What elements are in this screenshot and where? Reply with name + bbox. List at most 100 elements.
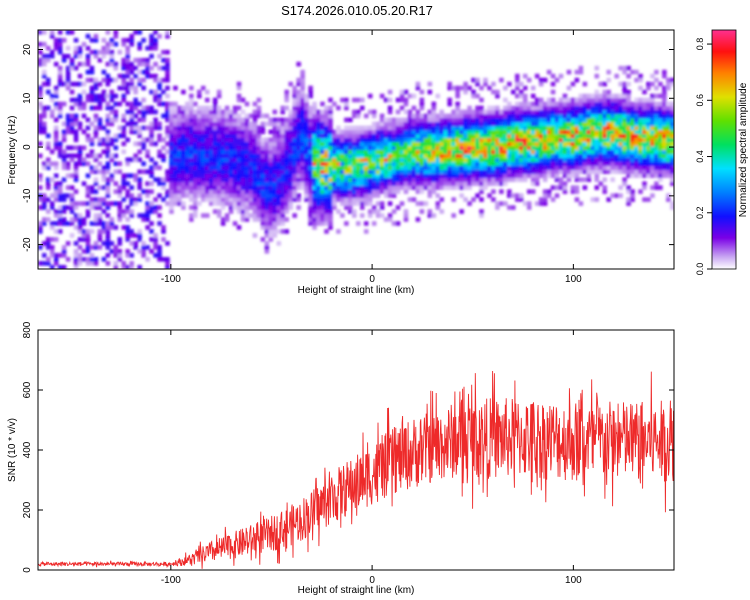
spectrogram-cell bbox=[586, 169, 592, 174]
spectrogram-cell bbox=[284, 153, 290, 159]
spectrogram-cell bbox=[260, 237, 266, 242]
spectrogram-cell bbox=[654, 157, 659, 163]
spectrogram-cell bbox=[618, 93, 623, 99]
spectrogram-cell bbox=[133, 121, 138, 127]
spectrogram-cell bbox=[578, 137, 584, 143]
spectrogram-cell bbox=[658, 133, 663, 139]
spectrogram-cell bbox=[340, 141, 345, 147]
spectrogram-cell bbox=[538, 173, 544, 178]
spectrogram-cell bbox=[252, 185, 258, 190]
spectrogram-cell bbox=[272, 193, 278, 198]
spectrogram-cell bbox=[507, 101, 512, 107]
spectrogram-cell bbox=[49, 113, 55, 119]
spectrogram-cell bbox=[530, 125, 536, 131]
spectrogram-cell bbox=[423, 117, 429, 123]
spectrogram-cell bbox=[157, 245, 162, 250]
spectrogram-cell bbox=[69, 117, 75, 123]
spectrogram-cell bbox=[348, 197, 353, 202]
spectrogram-cell bbox=[610, 137, 615, 143]
spectrogram-cell bbox=[268, 217, 274, 222]
spectrogram-cell bbox=[662, 173, 667, 178]
spectrogram-cell bbox=[121, 197, 127, 202]
spectrogram-x-tick-label: 0 bbox=[369, 274, 375, 285]
spectrogram-cell bbox=[352, 153, 357, 159]
spectrogram-cell bbox=[574, 69, 580, 75]
spectrogram-cell bbox=[391, 173, 397, 178]
spectrogram-cell bbox=[463, 185, 468, 190]
spectrogram-cell bbox=[65, 45, 71, 51]
spectrogram-cell bbox=[518, 101, 524, 107]
spectrogram-cell bbox=[125, 73, 131, 79]
spectrogram-cell bbox=[212, 129, 218, 135]
spectrogram-cell bbox=[129, 61, 134, 67]
spectrogram-cell bbox=[423, 185, 429, 190]
spectrogram-cell bbox=[662, 69, 667, 75]
spectrogram-cell bbox=[89, 261, 95, 266]
spectrogram-cell bbox=[344, 117, 349, 123]
spectrogram-cell bbox=[467, 153, 472, 159]
spectrogram-cell bbox=[522, 85, 528, 91]
spectrogram-cell bbox=[57, 105, 63, 111]
spectrogram-cell bbox=[45, 141, 51, 147]
spectrogram-cell bbox=[145, 201, 150, 206]
spectrogram-cell bbox=[304, 189, 309, 194]
spectrogram-cell bbox=[344, 141, 349, 147]
spectrogram-cell bbox=[634, 153, 639, 159]
spectrogram-cell bbox=[308, 157, 313, 163]
spectrogram-cell bbox=[248, 181, 254, 186]
spectrogram-cell bbox=[522, 177, 528, 182]
spectrogram-cell bbox=[204, 129, 210, 135]
spectrogram-cell bbox=[455, 133, 460, 139]
spectrogram-cell bbox=[395, 121, 401, 127]
spectrogram-cell bbox=[304, 129, 309, 135]
spectrogram-cell bbox=[526, 137, 532, 143]
spectrogram-cell bbox=[566, 69, 572, 75]
spectrogram-cell bbox=[169, 133, 174, 139]
spectrogram-cell bbox=[224, 105, 230, 111]
spectrogram-cell bbox=[435, 153, 441, 159]
spectrogram-cell bbox=[638, 149, 643, 155]
spectrogram-cell bbox=[602, 109, 608, 115]
spectrogram-cell bbox=[662, 133, 667, 139]
spectrogram-cell bbox=[403, 217, 409, 222]
spectrogram-cell bbox=[236, 193, 242, 198]
spectrogram-cell bbox=[455, 153, 460, 159]
spectrogram-cell bbox=[483, 165, 488, 171]
spectrogram-cell bbox=[423, 125, 429, 131]
spectrogram-cell bbox=[308, 169, 313, 174]
spectrogram-cell bbox=[626, 89, 631, 95]
spectrogram-cell bbox=[598, 97, 604, 103]
spectrogram-cell bbox=[646, 153, 651, 159]
spectrogram-cell bbox=[626, 109, 631, 115]
spectrogram-cell bbox=[451, 129, 456, 135]
spectrogram-cell bbox=[475, 157, 480, 163]
spectrogram-cell bbox=[491, 105, 496, 111]
spectrogram-cell bbox=[216, 181, 222, 186]
spectrogram-cell bbox=[570, 117, 576, 123]
spectrogram-cell bbox=[244, 213, 250, 218]
spectrogram-cell bbox=[399, 137, 405, 143]
spectrogram-cell bbox=[507, 141, 512, 147]
spectrogram-cell bbox=[101, 177, 107, 182]
spectrogram-cell bbox=[61, 153, 67, 159]
spectrogram-cell bbox=[427, 185, 433, 190]
spectrogram-cell bbox=[598, 145, 604, 151]
spectrogram-cell bbox=[169, 117, 174, 123]
spectrogram-cell bbox=[165, 189, 170, 194]
spectrogram-cell bbox=[320, 213, 325, 218]
spectrogram-cell bbox=[197, 121, 202, 127]
spectrogram-cell bbox=[129, 109, 134, 115]
spectrogram-cell bbox=[177, 149, 182, 155]
spectrogram-cell bbox=[622, 153, 627, 159]
spectrogram-cell bbox=[666, 137, 671, 143]
spectrogram-cell bbox=[284, 145, 290, 151]
spectrogram-cell bbox=[538, 169, 544, 174]
spectrogram-cell bbox=[189, 137, 194, 143]
spectrogram-cell bbox=[93, 213, 99, 218]
spectrogram-cell bbox=[284, 157, 290, 163]
spectrogram-cell bbox=[300, 161, 305, 167]
spectrogram-cell bbox=[395, 169, 401, 174]
spectrogram-cell bbox=[336, 209, 341, 214]
spectrogram-cell bbox=[407, 129, 413, 135]
spectrogram-cell bbox=[292, 173, 297, 178]
